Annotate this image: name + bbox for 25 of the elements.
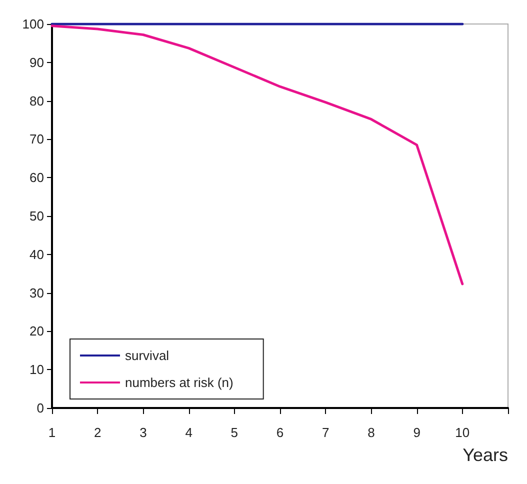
x-tick-label: 9	[413, 425, 420, 440]
y-tick-label: 90	[30, 54, 44, 70]
y-tick-label: 50	[30, 208, 44, 224]
y-tick-label: 20	[30, 324, 44, 339]
x-tick-label: 2	[94, 425, 102, 440]
y-tick-label: 10	[30, 362, 44, 378]
x-tick-label: 1	[48, 425, 56, 440]
y-tick-label: 40	[30, 246, 44, 262]
x-tick-label: 8	[368, 425, 375, 440]
y-tick-label: 0	[36, 400, 44, 416]
legend-label: survival	[125, 348, 170, 363]
x-tick-label: 7	[322, 425, 330, 440]
y-tick-label: 80	[30, 93, 44, 108]
legend-label: numbers at risk (n)	[125, 375, 234, 390]
line-series	[50, 24, 464, 286]
x-tick-label: 10	[455, 425, 470, 440]
y-tick-label: 70	[30, 132, 44, 147]
x-tick-label: 3	[140, 425, 147, 440]
x-axis-title: Years	[462, 445, 508, 465]
x-tick-label: 4	[185, 425, 192, 440]
y-tick-label: 100	[22, 16, 44, 32]
y-tick-label: 30	[30, 285, 44, 300]
x-tick-label: 5	[230, 425, 238, 440]
x-tick-label: 6	[276, 425, 284, 440]
y-tick-label: 60	[30, 170, 44, 186]
